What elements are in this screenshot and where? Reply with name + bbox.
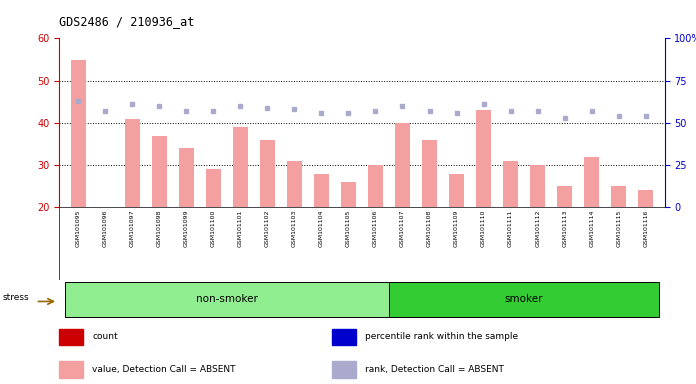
Text: GSM101099: GSM101099 <box>184 210 189 247</box>
Text: GDS2486 / 210936_at: GDS2486 / 210936_at <box>59 15 195 28</box>
Text: GSM101103: GSM101103 <box>292 210 296 247</box>
Bar <box>389 282 659 317</box>
Bar <box>331 329 356 345</box>
Text: percentile rank within the sample: percentile rank within the sample <box>365 333 518 341</box>
Bar <box>179 148 193 207</box>
Bar <box>287 161 302 207</box>
Text: GSM101116: GSM101116 <box>643 210 648 247</box>
Text: non-smoker: non-smoker <box>196 294 258 304</box>
Bar <box>341 182 356 207</box>
Text: GSM101113: GSM101113 <box>562 210 567 247</box>
Text: GSM101110: GSM101110 <box>481 210 486 247</box>
Text: GSM101114: GSM101114 <box>590 210 594 247</box>
Bar <box>557 186 572 207</box>
Text: smoker: smoker <box>505 294 544 304</box>
Bar <box>530 165 545 207</box>
Text: stress: stress <box>3 293 30 302</box>
Text: GSM101115: GSM101115 <box>616 210 622 247</box>
Text: GSM101101: GSM101101 <box>238 210 243 247</box>
Bar <box>449 174 464 207</box>
Bar <box>611 186 626 207</box>
Bar <box>314 174 329 207</box>
Text: GSM101095: GSM101095 <box>76 210 81 247</box>
Text: GSM101097: GSM101097 <box>129 210 134 247</box>
Bar <box>584 157 599 207</box>
Text: value, Detection Call = ABSENT: value, Detection Call = ABSENT <box>93 365 236 374</box>
Bar <box>233 127 248 207</box>
Bar <box>65 282 389 317</box>
Text: GSM101096: GSM101096 <box>102 210 108 247</box>
Bar <box>206 169 221 207</box>
Bar <box>331 361 356 378</box>
Text: GSM101104: GSM101104 <box>319 210 324 247</box>
Bar <box>638 190 653 207</box>
Bar <box>59 207 665 280</box>
Bar <box>503 161 518 207</box>
Bar <box>476 110 491 207</box>
Bar <box>260 140 275 207</box>
Text: GSM101111: GSM101111 <box>508 210 513 247</box>
Bar <box>152 136 166 207</box>
Text: GSM101105: GSM101105 <box>346 210 351 247</box>
Text: count: count <box>93 333 118 341</box>
Bar <box>395 123 410 207</box>
Bar <box>59 329 84 345</box>
Bar <box>125 119 140 207</box>
Text: GSM101106: GSM101106 <box>373 210 378 247</box>
Text: rank, Detection Call = ABSENT: rank, Detection Call = ABSENT <box>365 365 504 374</box>
Text: GSM101098: GSM101098 <box>157 210 161 247</box>
Text: GSM101108: GSM101108 <box>427 210 432 247</box>
Bar <box>59 361 84 378</box>
Text: GSM101102: GSM101102 <box>264 210 270 247</box>
Text: GSM101107: GSM101107 <box>400 210 405 247</box>
Bar <box>422 140 437 207</box>
Bar <box>71 60 86 207</box>
Text: GSM101112: GSM101112 <box>535 210 540 247</box>
Text: GSM101100: GSM101100 <box>211 210 216 247</box>
Text: GSM101109: GSM101109 <box>454 210 459 247</box>
Bar <box>368 165 383 207</box>
